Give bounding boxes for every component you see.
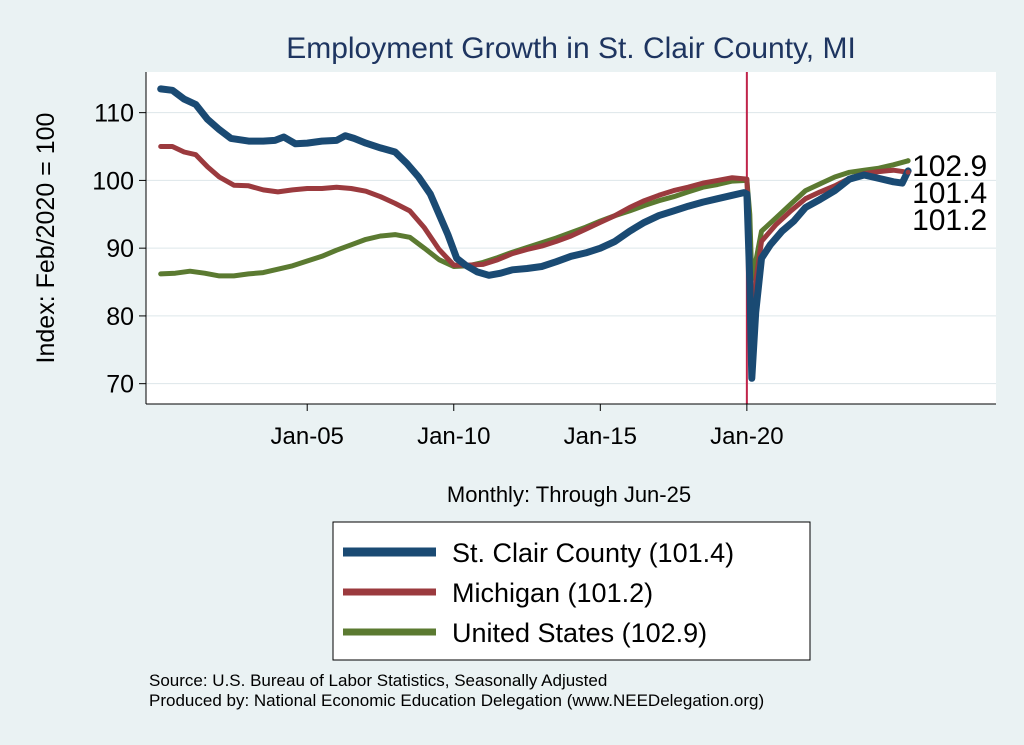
end-label-st.-clair-county: 101.4 — [912, 177, 987, 210]
y-tick-label-110: 110 — [94, 100, 134, 128]
footer: Source: U.S. Bureau of Labor Statistics,… — [149, 671, 764, 711]
y-ticks: 70 80 90 100 110 — [92, 100, 146, 399]
legend-label-st.-clair-county: St. Clair County (101.4) — [452, 538, 734, 568]
x-tick-label-Jan-20: Jan-20 — [710, 423, 783, 450]
legend-label-michigan: Michigan (101.2) — [452, 578, 653, 608]
end-label-michigan: 101.2 — [912, 204, 987, 237]
end-label-united-states: 102.9 — [912, 150, 987, 183]
series-layer — [157, 85, 912, 382]
legend-label-united-states: United States (102.9) — [452, 618, 707, 648]
x-tick-label-Jan-10: Jan-10 — [417, 423, 490, 450]
y-axis-label: Index: Feb/2020 = 100 — [32, 113, 60, 364]
legend: St. Clair County (101.4) Michigan (101.2)… — [332, 521, 811, 661]
end-marker-united-states — [905, 158, 911, 164]
y-tick-label-70: 70 — [106, 371, 134, 399]
series-line-united-states — [158, 158, 911, 282]
legend-items: St. Clair County (101.4) Michigan (101.2)… — [343, 538, 734, 648]
produced-by-note: Produced by: National Economic Education… — [149, 691, 765, 710]
y-tick-label-100: 100 — [92, 167, 134, 195]
source-note: Source: U.S. Bureau of Labor Statistics,… — [149, 671, 608, 690]
x-axis-label: Monthly: Through Jun-25 — [447, 482, 691, 507]
x-ticks: Jan-05 Jan-10 Jan-15 Jan-20 — [271, 404, 784, 450]
series-line-st.-clair-county — [157, 85, 912, 382]
grid — [146, 112, 996, 385]
end-marker-michigan — [905, 169, 911, 175]
series-line-michigan — [158, 144, 911, 356]
x-tick-label-Jan-15: Jan-15 — [564, 423, 637, 450]
chart-title: Employment Growth in St. Clair County, M… — [286, 32, 856, 65]
y-tick-label-90: 90 — [106, 235, 134, 263]
y-tick-label-80: 80 — [106, 303, 134, 331]
x-tick-label-Jan-05: Jan-05 — [271, 423, 344, 450]
